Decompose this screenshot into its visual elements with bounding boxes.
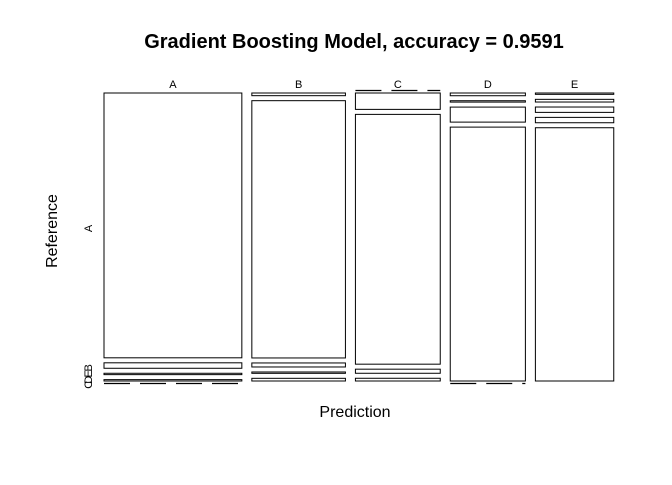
y-axis-title: Reference: [44, 194, 61, 268]
prediction-label-c: C: [394, 79, 402, 91]
cell-pred-a-ref-d: [103, 379, 243, 382]
reference-label-b: B: [83, 364, 95, 371]
prediction-label-b: B: [295, 79, 302, 91]
cell-pred-c-ref-c: [354, 113, 441, 365]
cell-pred-c-ref-b: [354, 92, 441, 110]
cell-pred-c-ref-e: [354, 377, 441, 382]
prediction-label-e: E: [571, 79, 578, 91]
cell-pred-d-ref-b: [449, 100, 526, 103]
cell-pred-a-ref-c: [103, 372, 243, 376]
cell-pred-b-ref-d: [251, 371, 346, 374]
cell-pred-d-ref-d: [449, 126, 526, 382]
cell-pred-b-ref-b: [251, 100, 346, 359]
x-axis-title: Prediction: [319, 404, 390, 421]
chart-title: Gradient Boosting Model, accuracy = 0.95…: [144, 31, 564, 53]
cell-pred-a-ref-a: [103, 92, 243, 359]
prediction-label-a: A: [169, 79, 177, 91]
cell-pred-e-ref-d: [534, 116, 615, 124]
reference-label-c: C: [83, 381, 95, 389]
cell-pred-b-ref-c: [251, 362, 346, 368]
reference-label-d: D: [83, 376, 95, 384]
cell-pred-e-ref-c: [534, 106, 615, 113]
mosaic-cells: [103, 89, 615, 385]
row-labels: A B CDE: [83, 224, 95, 389]
cell-pred-a-ref-b: [103, 362, 243, 369]
cell-pred-e-ref-a: [534, 92, 615, 95]
cell-pred-d-ref-c: [449, 106, 526, 123]
reference-label-e: E: [83, 370, 95, 377]
reference-label-a: A: [83, 224, 95, 232]
cell-pred-b-ref-e: [251, 377, 346, 382]
cell-pred-c-ref-d: [354, 368, 441, 374]
prediction-label-d: D: [484, 79, 492, 91]
cell-pred-e-ref-b: [534, 98, 615, 103]
cell-pred-e-ref-e: [534, 127, 615, 382]
cell-pred-b-ref-a: [251, 92, 346, 97]
cell-pred-d-ref-a: [449, 92, 526, 97]
column-labels: A B C D E: [169, 79, 578, 91]
